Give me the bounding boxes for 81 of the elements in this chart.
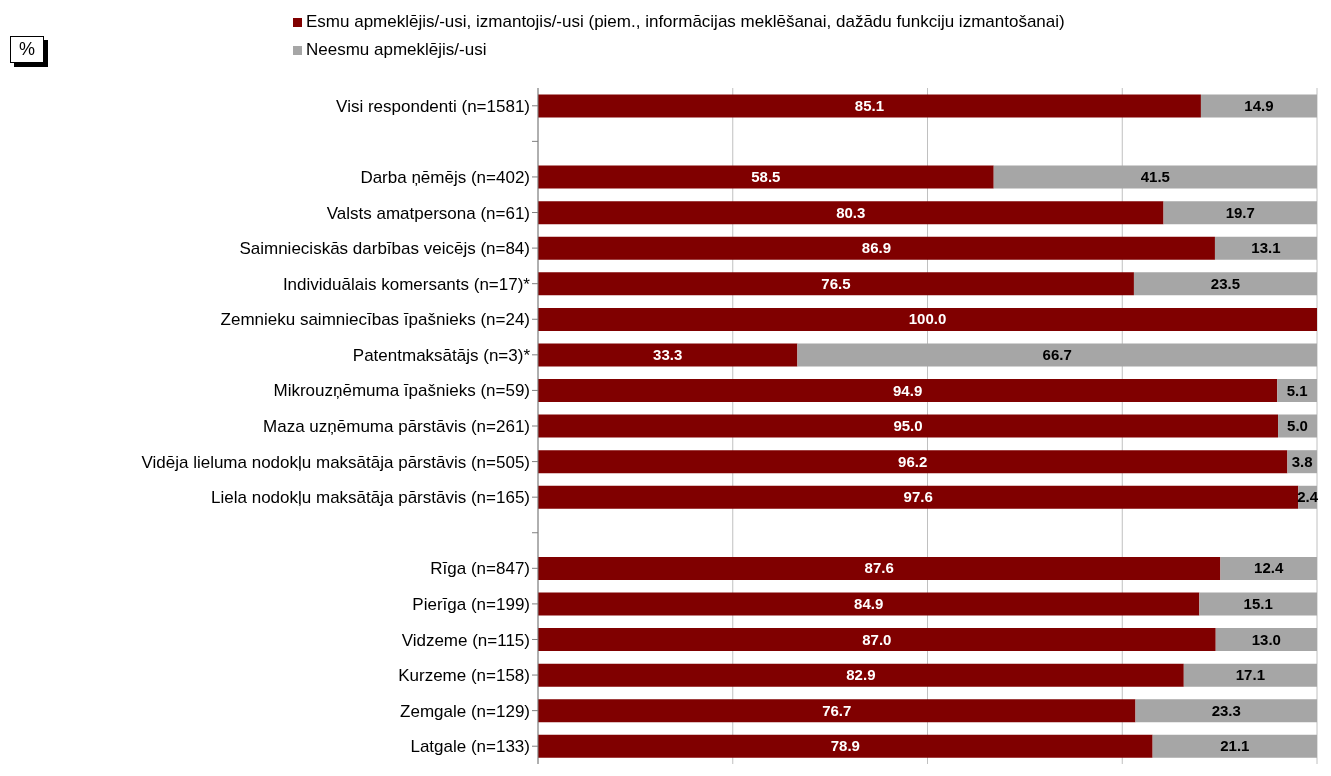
bar (538, 556, 1221, 580)
bar (538, 272, 1134, 296)
bar (538, 734, 1153, 758)
data-label: 14.9 (1244, 96, 1274, 114)
bar (1135, 699, 1317, 723)
bar (797, 343, 1317, 367)
data-label: 76.5 (821, 274, 851, 292)
data-label: 5.1 (1286, 381, 1308, 399)
data-label: 17.1 (1235, 666, 1265, 684)
bar (1215, 628, 1317, 652)
data-label: 3.8 (1291, 452, 1313, 470)
bar (1220, 556, 1317, 580)
bar (538, 414, 1279, 438)
y-tick-label: Zemgale (n=129) (400, 701, 530, 721)
data-label: 12.4 (1254, 559, 1284, 577)
legend-label: Neesmu apmeklējis/-usi (306, 39, 487, 61)
data-label: 96.2 (898, 452, 928, 470)
bar (1163, 201, 1317, 225)
bar (538, 450, 1288, 474)
bar (993, 165, 1317, 189)
bar (1183, 663, 1317, 687)
y-tick-label: Vidzeme (n=115) (401, 630, 530, 650)
data-label: 5.0 (1287, 417, 1308, 435)
data-label: 66.7 (1042, 345, 1072, 363)
y-tick-label: Mikrouzņēmuma īpašnieks (n=59) (273, 381, 530, 401)
text: % (10, 36, 45, 63)
bar (538, 592, 1200, 616)
data-label: 41.5 (1140, 168, 1170, 186)
y-tick-label: Liela nodokļu maksātāja pārstāvis (n=165) (211, 488, 530, 508)
data-label: 100.0 (908, 310, 947, 328)
data-label: 13.1 (1251, 239, 1281, 257)
bar (538, 165, 994, 189)
data-label: 21.1 (1220, 737, 1250, 755)
bar (1214, 236, 1317, 260)
bar (538, 628, 1216, 652)
data-label: 82.9 (846, 666, 876, 684)
y-tick-label: Vidēja lieluma nodokļu maksātāja pārstāvis (n=505) (141, 452, 530, 472)
bar (538, 485, 1299, 509)
data-label: 23.5 (1210, 274, 1241, 292)
bar (1199, 592, 1317, 616)
data-label: 33.3 (653, 345, 683, 363)
bar (538, 699, 1136, 723)
y-tick-label: Valsts amatpersona (n=61) (326, 203, 530, 223)
legend-label: Esmu apmeklējis/-usi, izmantojis/-usi (piem., informācijas meklēšanai, dažādu funkciju izmantošanai) (306, 11, 1065, 33)
data-label: 87.0 (862, 630, 892, 648)
y-tick-label: Latgale (n=133) (410, 737, 530, 757)
y-tick-label: Pierīga (n=199) (412, 594, 530, 614)
data-label: 84.9 (854, 595, 884, 613)
data-label: 13.0 (1251, 630, 1281, 648)
bar (1152, 734, 1317, 758)
data-label: 87.6 (864, 559, 894, 577)
y-tick-label: Individuālais komersants (n=17)* (282, 274, 531, 294)
data-label: 19.7 (1225, 203, 1255, 221)
data-label: 94.9 (893, 381, 923, 399)
data-label: 78.9 (830, 737, 860, 755)
y-tick-label: Visi respondenti (n=1581) (336, 96, 530, 116)
y-tick-label: Zemnieku saimniecības īpašnieks (n=24) (220, 310, 530, 330)
y-tick-label: Patentmaksātājs (n=3)* (352, 345, 531, 365)
bar (538, 343, 798, 367)
data-label: 95.0 (893, 417, 923, 435)
data-label: 23.3 (1211, 701, 1241, 719)
y-tick-label: Kurzeme (n=158) (398, 666, 530, 686)
data-label: 97.6 (903, 488, 933, 506)
y-tick-label: Saimnieciskās darbības veicējs (n=84) (239, 239, 530, 259)
data-label: 86.9 (861, 239, 892, 257)
data-label: 58.5 (751, 168, 781, 186)
y-tick-label: Rīga (n=847) (430, 559, 530, 579)
bar (538, 201, 1164, 225)
bar (538, 236, 1215, 260)
bar (538, 94, 1201, 118)
bar (1133, 272, 1317, 296)
data-label: 80.3 (836, 203, 866, 221)
y-tick-label: Darba ņēmējs (n=402) (360, 167, 530, 187)
data-label: 85.1 (854, 96, 885, 114)
data-label: 76.7 (822, 701, 852, 719)
bar (538, 307, 1317, 331)
data-label: 15.1 (1243, 595, 1273, 613)
y-tick-label: Maza uzņēmuma pārstāvis (n=261) (263, 417, 530, 437)
bar (538, 663, 1184, 687)
bar (1200, 94, 1317, 118)
bar (538, 379, 1278, 403)
